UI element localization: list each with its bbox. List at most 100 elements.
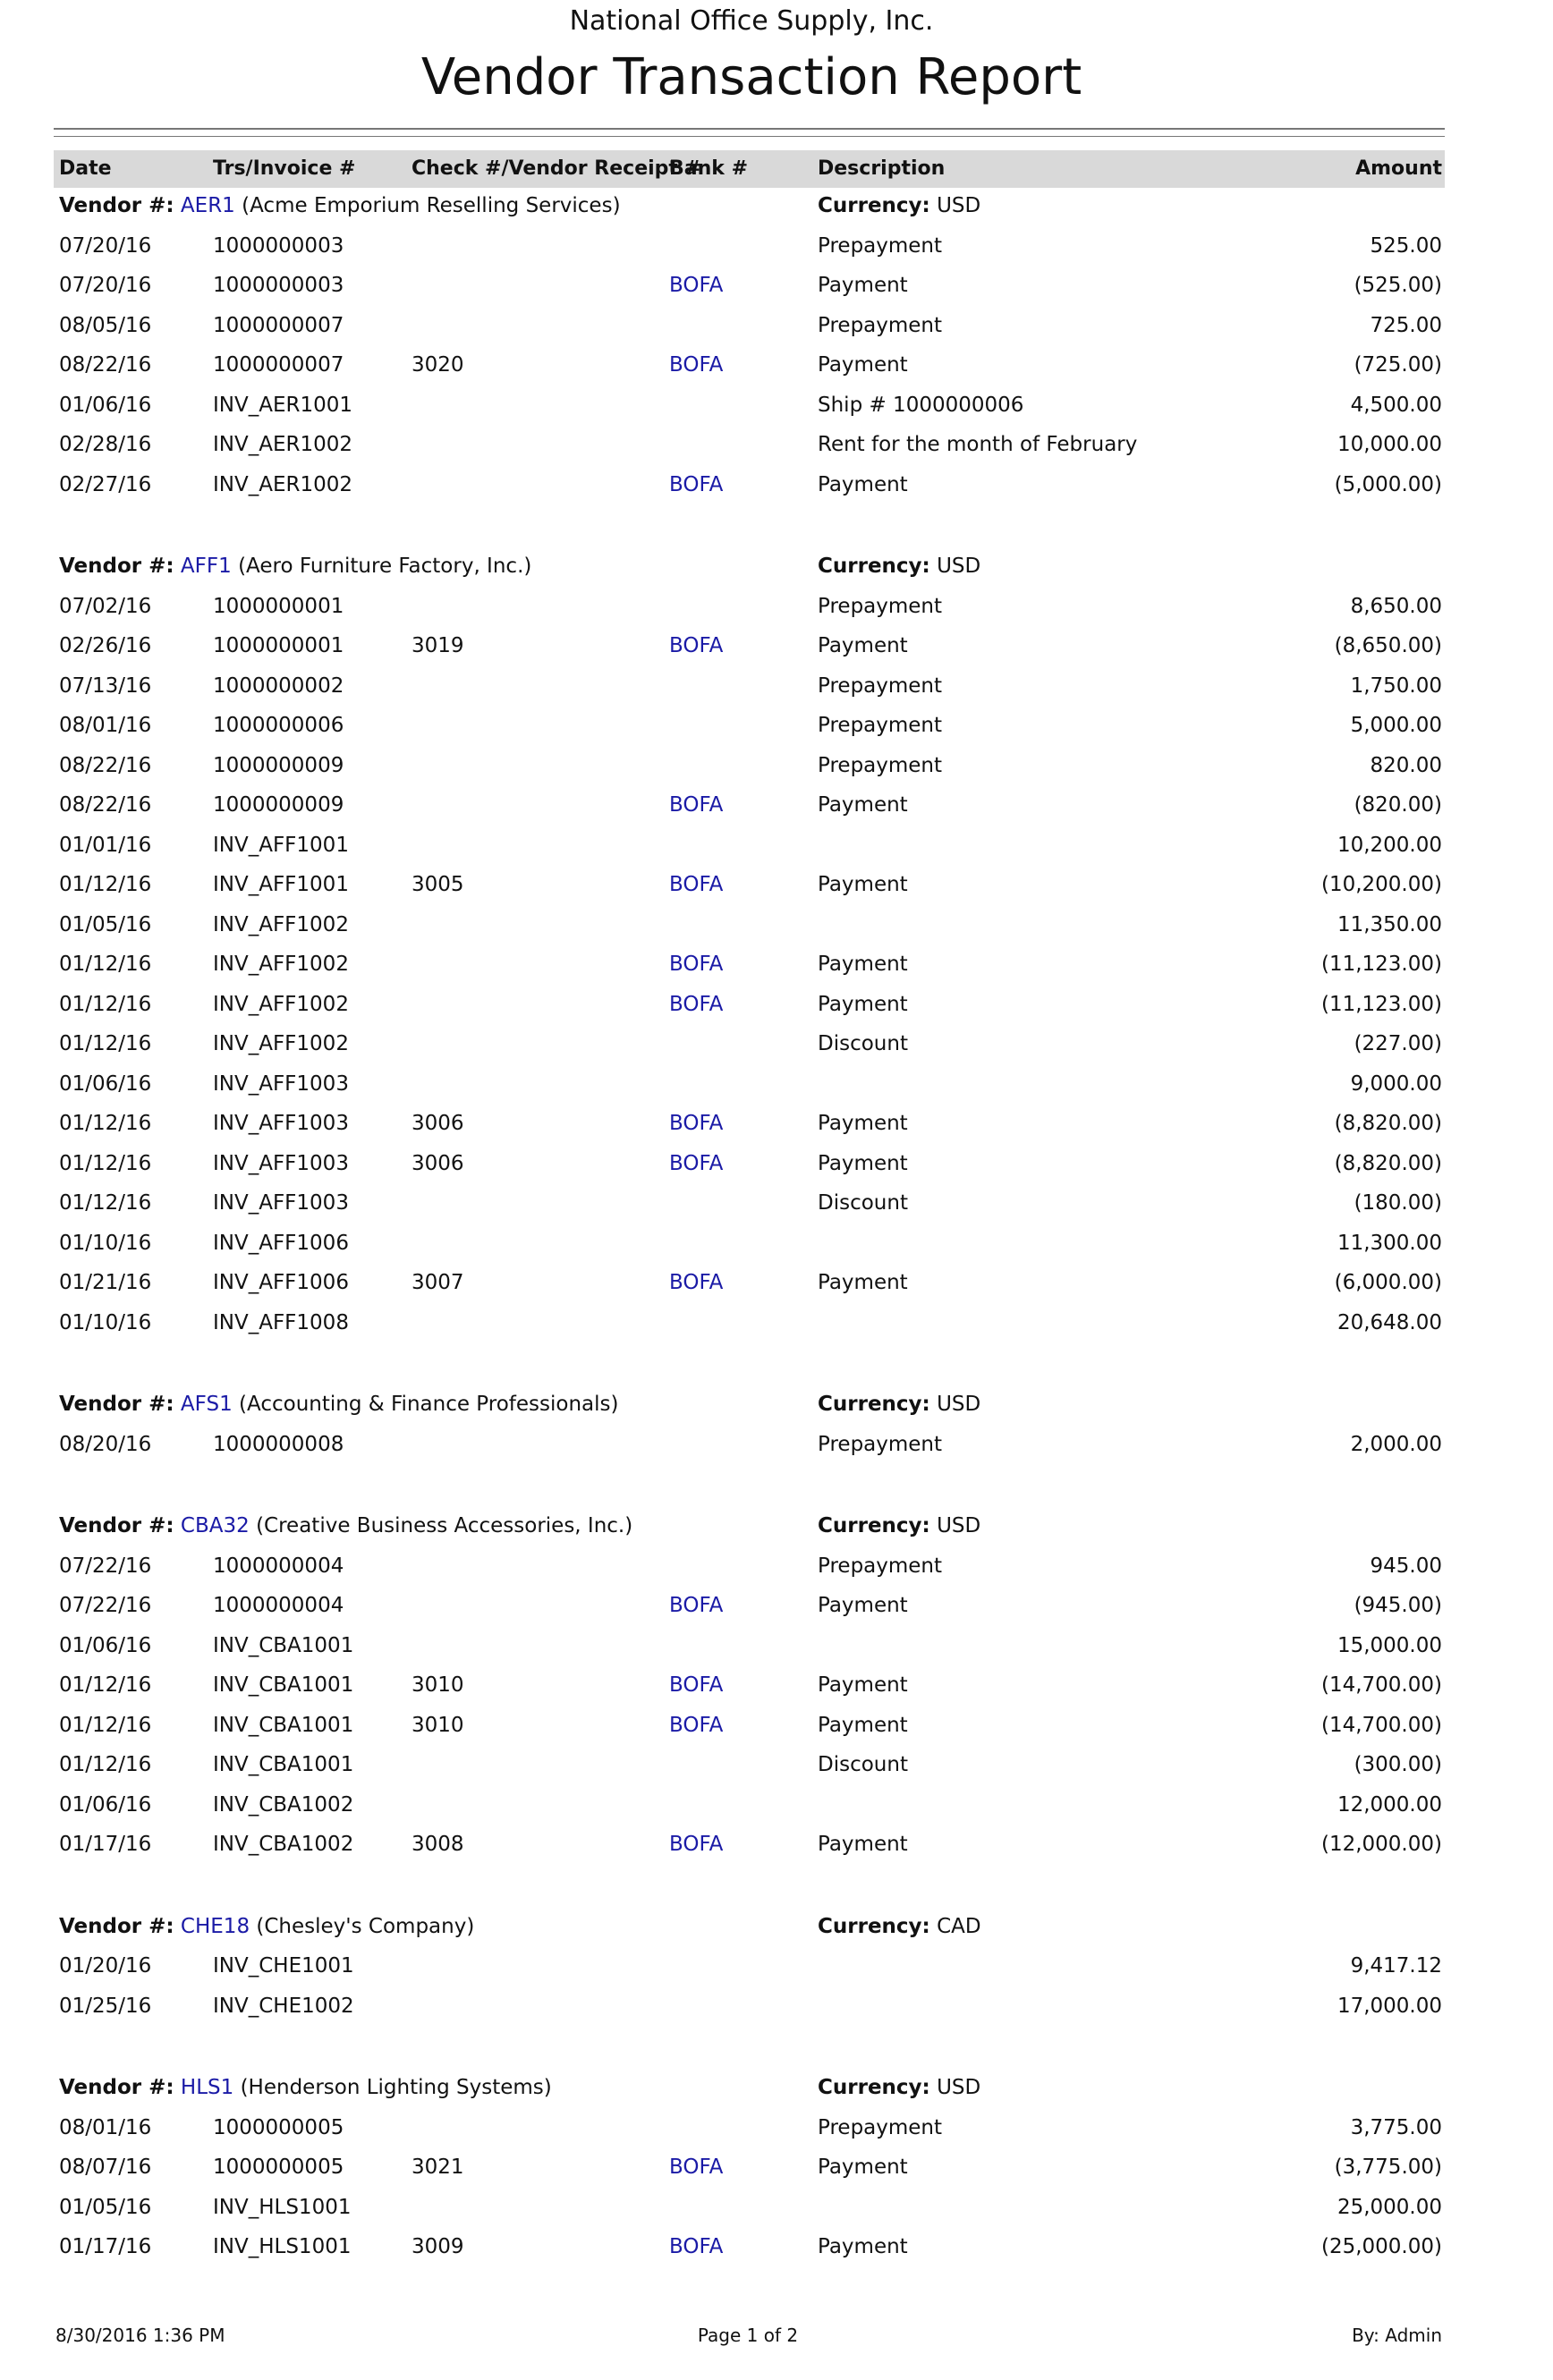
amount: 25,000.00 [1337,2195,1442,2219]
amount: (725.00) [1354,353,1442,377]
vendor-line: Vendor #: AER1 (Acme Emporium Reselling … [59,192,621,219]
amount: 11,300.00 [1337,1231,1442,1255]
bank[interactable]: BOFA [669,953,724,976]
transaction-id: INV_AER1001 [213,393,353,417]
transaction-id: INV_AFF1008 [213,1310,349,1334]
amount: (5,000.00) [1334,472,1442,496]
bank[interactable]: BOFA [669,472,724,496]
amount: (8,650.00) [1334,634,1442,657]
footer-date: 8/30/2016 1:36 PM [55,2325,225,2346]
vendor-label: Vendor #: [59,194,174,217]
check-number: 3021 [412,2156,464,2179]
transaction-id: 1000000001 [213,634,344,657]
bank[interactable]: BOFA [669,1594,724,1617]
bank[interactable]: BOFA [669,1271,724,1294]
vendor-code[interactable]: AFF1 [180,555,232,578]
amount: 9,000.00 [1350,1071,1442,1096]
date: 01/12/16 [59,953,152,976]
transaction-id: INV_CBA1002 [213,1792,354,1817]
description: Payment [818,1833,908,1856]
bank[interactable]: BOFA [669,274,724,297]
transaction-id: INV_AFF1001 [213,833,349,857]
description: Rent for the month of February [818,433,1138,456]
bank[interactable]: BOFA [669,1713,724,1737]
amount: 820.00 [1370,753,1442,777]
bank[interactable]: BOFA [669,793,724,817]
description: Prepayment [818,1554,943,1578]
amount: (300.00) [1354,1753,1442,1776]
bank[interactable]: BOFA [669,353,724,377]
currency-label: Currency: [818,194,930,217]
currency-label: Currency: [818,2076,930,2099]
amount: (12,000.00) [1320,1833,1442,1856]
report-title: Vendor Transaction Report [420,48,1082,106]
amount: 5,000.00 [1350,714,1442,737]
amount: (525.00) [1354,274,1442,297]
date: 08/22/16 [59,793,152,817]
bank[interactable]: BOFA [669,1151,724,1175]
date: 02/28/16 [59,433,152,456]
amount: (14,700.00) [1320,1673,1442,1697]
vendor-code[interactable]: AER1 [180,194,235,217]
company-name: National Office Supply, Inc. [569,5,934,37]
date: 01/06/16 [59,1071,152,1096]
date: 07/20/16 [59,274,152,297]
check-number: 3006 [412,1112,464,1135]
bank[interactable]: BOFA [669,873,724,896]
transaction-id: INV_AFF1002 [213,912,349,936]
transaction-id: INV_AFF1002 [213,953,349,976]
amount: (11,123.00) [1320,953,1442,976]
currency-label: Currency: [818,1514,930,1537]
transaction-id: INV_CHE1002 [213,1994,354,2018]
date: 01/12/16 [59,992,152,1016]
description: Prepayment [818,673,943,698]
currency-line: Currency: USD [818,192,980,219]
bank[interactable]: BOFA [669,634,724,657]
vendor-code[interactable]: CHE18 [180,1914,250,1938]
amount: 725.00 [1370,313,1442,337]
amount: 10,200.00 [1337,833,1442,857]
date: 08/22/16 [59,353,152,377]
check-number: 3019 [412,634,464,657]
vendor-line: Vendor #: AFS1 (Accounting & Finance Pro… [59,1391,618,1418]
description: Payment [818,274,908,297]
description: Payment [818,634,908,657]
amount: 525.00 [1370,233,1442,258]
currency-line: Currency: USD [818,553,980,580]
vendor-code[interactable]: HLS1 [180,2076,234,2099]
amount: 3,775.00 [1350,2115,1442,2139]
vendor-code[interactable]: AFS1 [180,1393,233,1416]
date: 01/06/16 [59,1633,152,1657]
amount: 17,000.00 [1337,1994,1442,2018]
transaction-id: INV_CBA1001 [213,1753,354,1776]
amount: 2,000.00 [1350,1432,1442,1456]
date: 08/07/16 [59,2156,152,2179]
column-header: Trs/Invoice # [213,157,356,180]
vendor-label: Vendor #: [59,1393,174,1416]
amount: 10,000.00 [1337,433,1442,456]
vendor-name: (Accounting & Finance Professionals) [239,1393,619,1416]
bank[interactable]: BOFA [669,1673,724,1697]
amount: (180.00) [1354,1191,1442,1215]
bank[interactable]: BOFA [669,2156,724,2179]
description: Payment [818,472,908,496]
bank[interactable]: BOFA [669,1112,724,1135]
check-number: 3007 [412,1271,464,1294]
transaction-id: 1000000007 [213,313,344,337]
description: Prepayment [818,1432,943,1456]
currency-code: USD [937,1514,981,1537]
amount: 12,000.00 [1337,1792,1442,1817]
bank[interactable]: BOFA [669,1833,724,1856]
bank[interactable]: BOFA [669,992,724,1016]
transaction-id: INV_CHE1001 [213,1954,354,1978]
bank[interactable]: BOFA [669,2235,724,2258]
vendor-line: Vendor #: CBA32 (Creative Business Acces… [59,1512,632,1539]
description: Ship # 1000000006 [818,393,1024,417]
date: 07/02/16 [59,594,152,618]
vendor-code[interactable]: CBA32 [180,1514,250,1537]
currency-code: USD [937,1393,981,1416]
date: 01/12/16 [59,1151,152,1175]
description: Payment [818,2156,908,2179]
date: 01/17/16 [59,1833,152,1856]
transaction-id: 1000000003 [213,274,344,297]
